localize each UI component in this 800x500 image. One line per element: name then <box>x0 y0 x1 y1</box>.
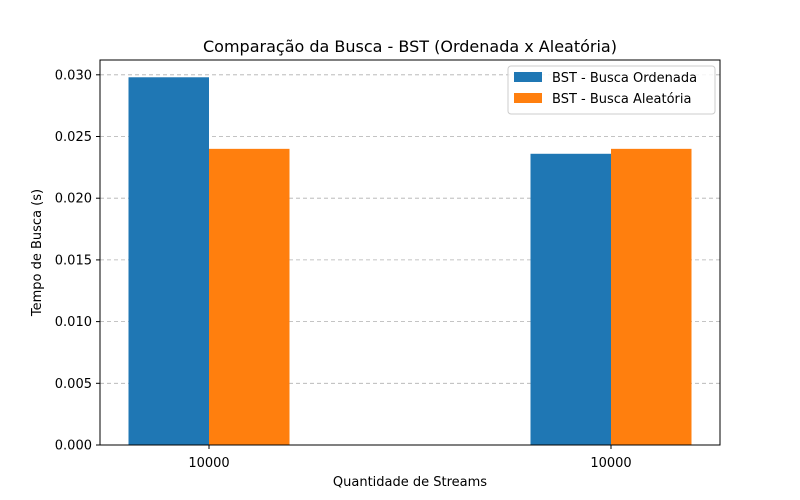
bar-ordenada-0 <box>128 77 209 446</box>
y-tick-label: 0.000 <box>55 439 92 454</box>
y-tick-label: 0.030 <box>55 68 92 83</box>
y-tick-label: 0.015 <box>55 253 92 268</box>
y-tick-label: 0.025 <box>55 130 92 145</box>
x-axis: 10000 10000 <box>188 445 632 471</box>
bar-ordenada-1 <box>530 153 611 446</box>
chart-title: Comparação da Busca - BST (Ordenada x Al… <box>203 37 617 56</box>
y-tick-label: 0.005 <box>55 377 92 392</box>
y-axis: 0.000 0.005 0.010 0.015 0.020 0.025 0.030 <box>55 68 100 454</box>
legend-label: BST - Busca Ordenada <box>552 71 697 86</box>
bar-aleatoria-0 <box>209 148 290 445</box>
plot-frame <box>99 59 721 446</box>
x-tick-label: 10000 <box>590 456 631 471</box>
legend-label: BST - Busca Aleatória <box>552 92 691 107</box>
legend-swatch <box>514 93 542 103</box>
x-tick-label: 10000 <box>188 456 229 471</box>
legend: BST - Busca Ordenada BST - Busca Aleatóri… <box>507 65 716 115</box>
legend-swatch <box>514 72 542 82</box>
x-axis-label: Quantidade de Streams <box>333 475 487 490</box>
legend-box <box>507 65 716 115</box>
bar-aleatoria-1 <box>611 148 692 445</box>
y-tick-label: 0.020 <box>55 192 92 207</box>
bars <box>128 77 692 446</box>
y-axis-label: Tempo de Busca (s) <box>30 189 45 317</box>
y-tick-label: 0.010 <box>55 315 92 330</box>
